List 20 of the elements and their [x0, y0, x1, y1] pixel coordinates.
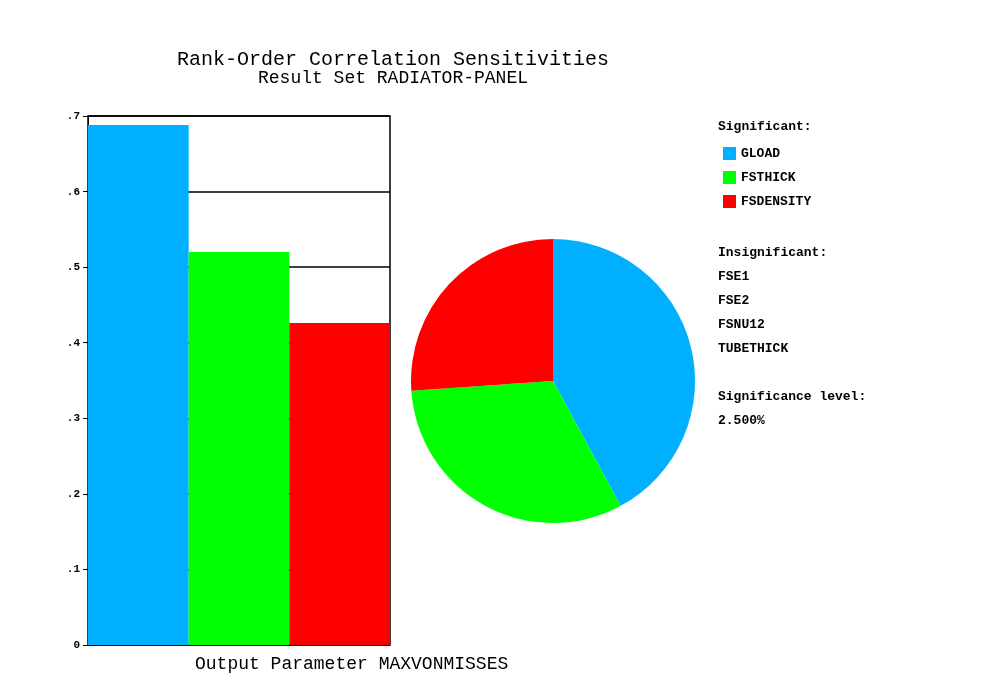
chart-title: Rank-Order Correlation Sensitivities [176, 47, 610, 71]
y-tick-label: .3 [66, 412, 81, 425]
x-axis-title: Output Parameter MAXVONMISSES [195, 654, 509, 674]
y-tick-label: .5 [66, 261, 81, 274]
text: Significance level: 2.500% [718, 388, 867, 428]
bar [188, 252, 290, 645]
bar [88, 125, 189, 645]
legend-label: FSDENSITY [741, 194, 812, 209]
y-tick-label: .1 [66, 563, 81, 576]
legend-label: FSTHICK [741, 170, 796, 185]
y-tick-label: .6 [66, 185, 80, 198]
chart-subtitle: Result Set RADIATOR-PANEL [257, 68, 529, 88]
legend-title: Significant: [718, 119, 812, 134]
text: Insignificant: FSE1 FSE2 FSNU12 TUBETHICK [718, 244, 828, 356]
y-tick-label: 0 [73, 639, 80, 651]
legend-label: GLOAD [741, 146, 781, 161]
bar [289, 323, 390, 645]
y-tick-label: .4 [66, 336, 81, 349]
y-tick-label: .2 [66, 487, 80, 500]
y-tick-label: .7 [66, 110, 80, 122]
